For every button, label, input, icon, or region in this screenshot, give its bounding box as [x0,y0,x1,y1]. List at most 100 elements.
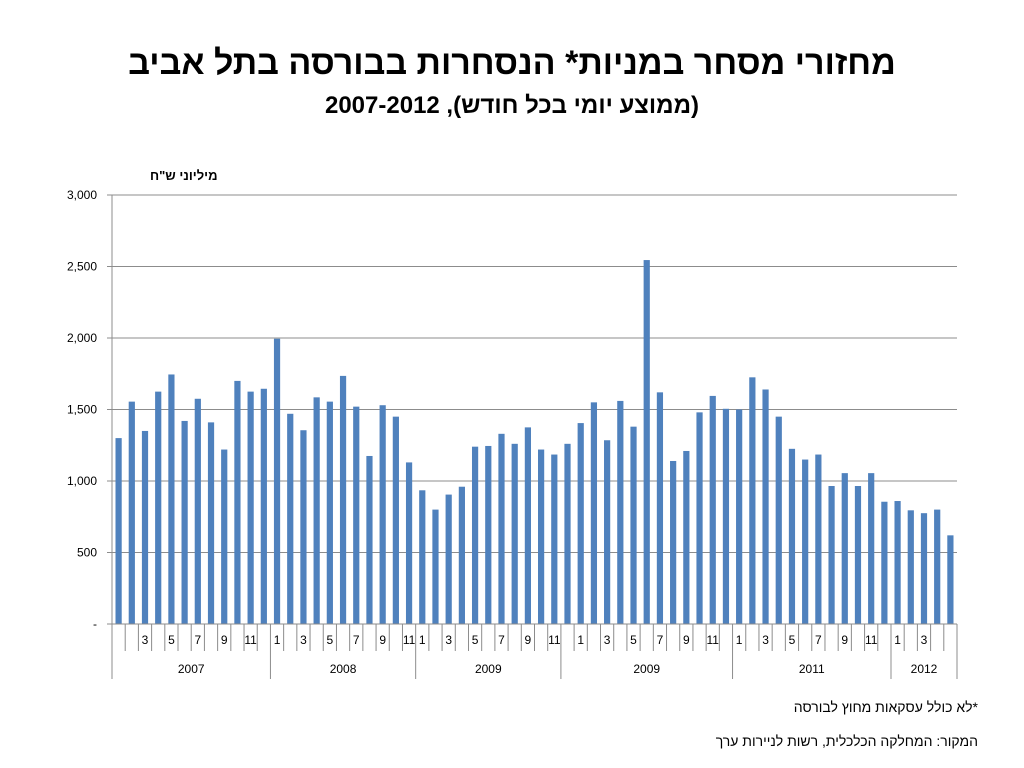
bar [920,513,928,624]
bar [670,460,677,624]
group-label: 2011 [799,662,825,676]
bar [485,445,492,624]
x-tick-label: 5 [327,633,334,647]
x-tick-label: 7 [194,633,201,647]
x-tick-label: 9 [525,633,532,647]
x-tick-label: 9 [379,633,386,647]
bar [273,338,281,624]
x-tick-label: 5 [168,633,175,647]
y-tick-label: 2,000 [67,331,97,345]
x-tick-label: 7 [657,633,664,647]
x-tick-label: 11 [403,633,416,647]
bar [168,374,175,624]
group-label: 2009 [475,662,502,676]
footnote: *לא כולל עסקאות מחוץ לבורסה [793,699,978,715]
y-tick-label: 1,000 [67,474,97,488]
bar [181,420,188,624]
x-tick-label: 3 [762,633,769,647]
y-tick-label: 1,500 [67,403,97,417]
x-tick-label: 5 [472,633,479,647]
bars [115,260,954,624]
bar [379,405,386,624]
bar [656,392,664,624]
bar [221,449,228,624]
x-tick-label: 9 [221,633,228,647]
bar [366,455,373,624]
x-tick-label: 3 [300,633,307,647]
x-tick-label: 9 [683,633,690,647]
x-tick-label: 1 [736,633,743,647]
bar [498,433,505,624]
bar [709,395,716,624]
x-tick-label: 5 [630,633,637,647]
x-tick-label: 11 [707,633,720,647]
bar [577,423,584,624]
bar [881,501,888,624]
bar [683,450,690,624]
bar [696,412,703,624]
bar [432,509,439,624]
group-label: 2008 [330,662,357,676]
bar [326,401,333,624]
bar [353,406,360,624]
x-tick-label: 1 [577,633,584,647]
bar [802,459,809,624]
bar [247,391,254,624]
bar [788,448,796,624]
bar [815,454,822,624]
bar [894,501,901,624]
bar [749,377,756,624]
bar [604,440,611,624]
bar [458,486,465,624]
x-tick-label: 3 [921,633,928,647]
bar [934,509,941,624]
y-tick-label: 3,000 [67,188,97,202]
bar [537,449,545,624]
bar [313,397,320,624]
x-tick-label: 9 [841,633,848,647]
x-tick-label: 7 [815,633,822,647]
bar [775,416,782,624]
bar [300,430,307,624]
source-note: המקור: המחלקה הכלכלית, רשות לניירות ערך [715,733,978,749]
bar [617,400,624,624]
bar [260,388,267,624]
bar [115,438,122,624]
x-tick-label: 11 [865,633,878,647]
x-tick-label: 11 [548,633,561,647]
y-tick-label: 2,500 [67,260,97,274]
bar [287,413,294,624]
bar [524,427,532,624]
group-label: 2007 [178,662,205,676]
x-tick-label: 3 [604,633,611,647]
bar [234,380,241,624]
bar [841,473,848,624]
y-tick-label: - [93,617,97,631]
group-label: 2012 [911,662,938,676]
bar [551,454,558,624]
bar [339,375,347,624]
x-tick-label: 7 [498,633,505,647]
group-label: 2009 [633,662,660,676]
bar [828,486,835,624]
x-tick-label: 1 [894,633,901,647]
bar [471,446,479,624]
bar [630,426,637,624]
axes [107,194,958,679]
bar [762,389,769,624]
y-axis-label: מיליוני ש"ח [150,168,218,183]
x-tick-label: 1 [419,633,426,647]
bar [564,443,571,624]
bar [907,510,914,624]
bar [736,409,743,624]
bar [511,443,518,624]
x-tick-label: 11 [244,633,257,647]
x-tick-label: 7 [353,633,360,647]
chart-title: מחזורי מסחר במניות* הנסחרות בבורסה בתל א… [128,44,896,82]
bar [194,398,201,624]
x-tick-label: 3 [445,633,452,647]
bar [141,430,149,624]
bar [947,535,954,624]
